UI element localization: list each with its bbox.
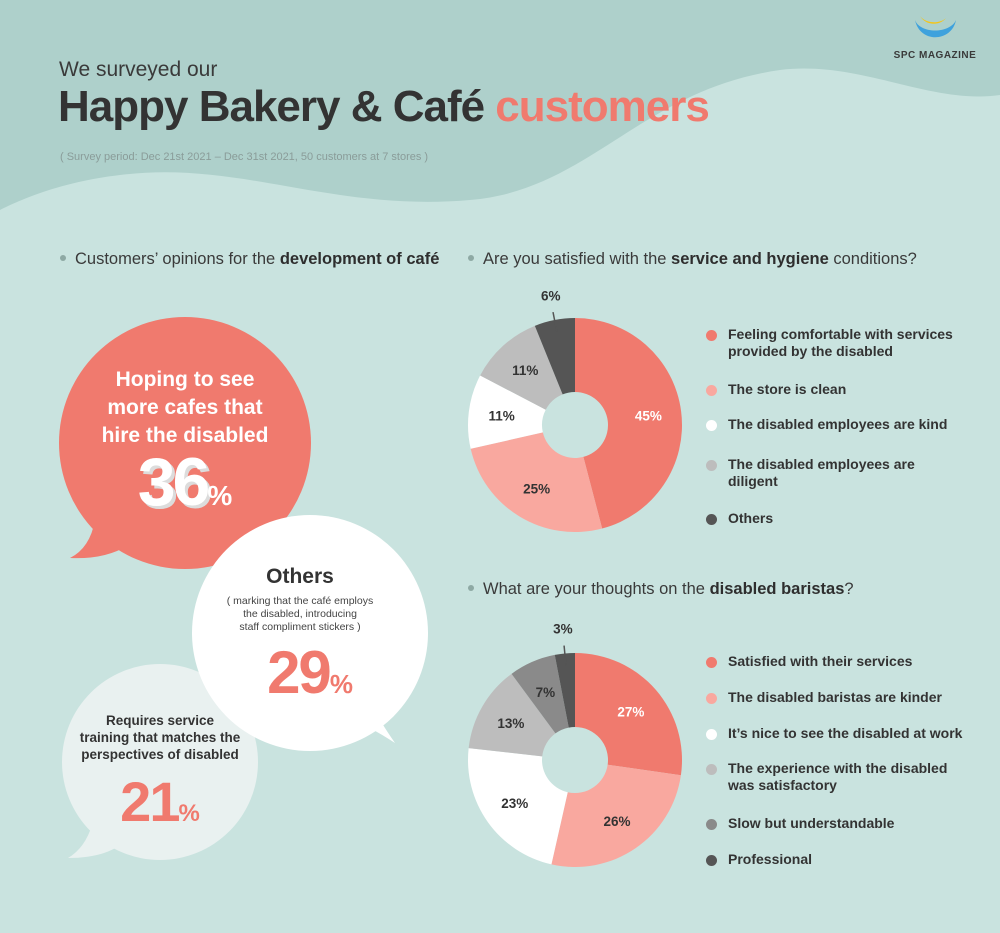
legend-swatch bbox=[706, 330, 717, 341]
donut-data-label: 13% bbox=[497, 716, 524, 731]
donut-slice bbox=[551, 764, 681, 867]
legend-item: The disabled employees are kind bbox=[706, 416, 986, 433]
legend-label: The disabled employees are kind bbox=[728, 416, 948, 432]
bubble-others bbox=[192, 515, 428, 751]
legend-swatch bbox=[706, 657, 717, 668]
donut-data-label: 25% bbox=[523, 481, 550, 496]
legend-item: The store is clean bbox=[706, 381, 986, 398]
legend-swatch bbox=[706, 420, 717, 431]
legend-label: The disabled baristas are kinder bbox=[728, 689, 942, 705]
heading-disabled-baristas: What are your thoughts on the disabled b… bbox=[468, 580, 854, 599]
legend-swatch bbox=[706, 693, 717, 704]
legend-swatch bbox=[706, 819, 717, 830]
survey-period: ( Survey period: Dec 21st 2021 – Dec 31s… bbox=[60, 151, 429, 163]
legend-item: The disabled employees are diligent bbox=[706, 456, 986, 490]
donut-data-label: 7% bbox=[536, 685, 556, 700]
legend-item: Satisfied with their services bbox=[706, 653, 986, 670]
legend-swatch bbox=[706, 460, 717, 471]
legend-item: Slow but understandable bbox=[706, 815, 986, 832]
legend-label: Satisfied with their services bbox=[728, 653, 913, 669]
bubble1-text: Hoping to see more cafes that hire the d… bbox=[101, 368, 269, 447]
donut-data-label: 11% bbox=[512, 363, 538, 378]
page-title: Happy Bakery & Café customers bbox=[58, 82, 710, 132]
legend-item: Professional bbox=[706, 851, 986, 868]
donut-slice bbox=[468, 673, 556, 757]
legend-item: It’s nice to see the disabled at work bbox=[706, 725, 986, 742]
donut-data-label: 45% bbox=[635, 409, 662, 424]
donut-chart-disabled-baristas: 27% 26% 23% 13% 7% 3% bbox=[468, 622, 682, 867]
donut-slice bbox=[468, 375, 546, 449]
title-highlight: customers bbox=[495, 82, 710, 131]
heading-service-hygiene: Are you satisfied with the service and h… bbox=[468, 250, 917, 269]
legend-disabled-baristas: Satisfied with their services The disable… bbox=[706, 653, 986, 873]
donut-slice bbox=[575, 318, 682, 529]
donut-chart-service-hygiene: 45% 25% 11% 11% 6% bbox=[468, 288, 682, 532]
donut-data-label: 3% bbox=[553, 622, 573, 637]
donut-slice bbox=[554, 653, 575, 728]
bubble-hiring-disabled bbox=[59, 317, 311, 569]
donut-data-label: 27% bbox=[617, 705, 644, 720]
bubble2-title: Others bbox=[266, 565, 334, 588]
bubble-training bbox=[62, 664, 258, 860]
bubble3-value: 21% bbox=[120, 770, 200, 833]
legend-swatch bbox=[706, 855, 717, 866]
bullet-dot bbox=[468, 254, 474, 261]
legend-label: The disabled employees are diligent bbox=[728, 456, 915, 489]
donut-data-label: 6% bbox=[541, 288, 561, 303]
legend-label: Slow but understandable bbox=[728, 815, 895, 831]
legend-label: Others bbox=[728, 510, 774, 526]
heading-cafe-development: Customers’ opinions for the development … bbox=[60, 250, 439, 269]
legend-item: Others bbox=[706, 510, 986, 527]
donut-data-label: 11% bbox=[488, 409, 514, 424]
legend-swatch bbox=[706, 514, 717, 525]
donut-slice bbox=[480, 325, 563, 410]
title-main: Happy Bakery & Café bbox=[58, 82, 496, 131]
pre-title: We surveyed our bbox=[59, 58, 218, 81]
donut-data-label: 23% bbox=[501, 796, 528, 811]
bubble3-text: Requires service training that matches t… bbox=[79, 713, 241, 762]
logo-text: SPC MAGAZINE bbox=[893, 50, 977, 61]
bubble2-note: ( marking that the café employs the disa… bbox=[226, 595, 374, 633]
legend-service-hygiene: Feeling comfortable with services provide… bbox=[706, 326, 986, 536]
donut-slice bbox=[534, 318, 575, 395]
legend-label: Professional bbox=[728, 851, 813, 867]
bubble1-value: 36% bbox=[137, 444, 233, 520]
legend-swatch bbox=[706, 385, 717, 396]
legend-label: The store is clean bbox=[728, 381, 847, 397]
legend-label: Feeling comfortable with services provide… bbox=[728, 326, 953, 359]
donut-slice bbox=[511, 654, 569, 734]
donut-slice bbox=[575, 653, 682, 776]
legend-item: The experience with the disabled was sati… bbox=[706, 760, 986, 794]
bullet-dot bbox=[468, 584, 474, 591]
donut-slice bbox=[470, 432, 603, 532]
label-leader-line bbox=[552, 311, 558, 332]
bullet-dot bbox=[60, 254, 66, 261]
legend-item: Feeling comfortable with services provide… bbox=[706, 326, 986, 360]
bubble2-value: 29% bbox=[267, 639, 353, 706]
legend-label: It’s nice to see the disabled at work bbox=[728, 725, 963, 741]
legend-swatch bbox=[706, 764, 717, 775]
legend-swatch bbox=[706, 729, 717, 740]
donut-slice bbox=[468, 748, 568, 865]
spc-magazine-logo-icon bbox=[915, 16, 956, 38]
donut-data-label: 26% bbox=[603, 814, 630, 829]
legend-label: The experience with the disabled was sati… bbox=[728, 760, 948, 793]
label-leader-line bbox=[563, 645, 567, 666]
legend-item: The disabled baristas are kinder bbox=[706, 689, 986, 706]
